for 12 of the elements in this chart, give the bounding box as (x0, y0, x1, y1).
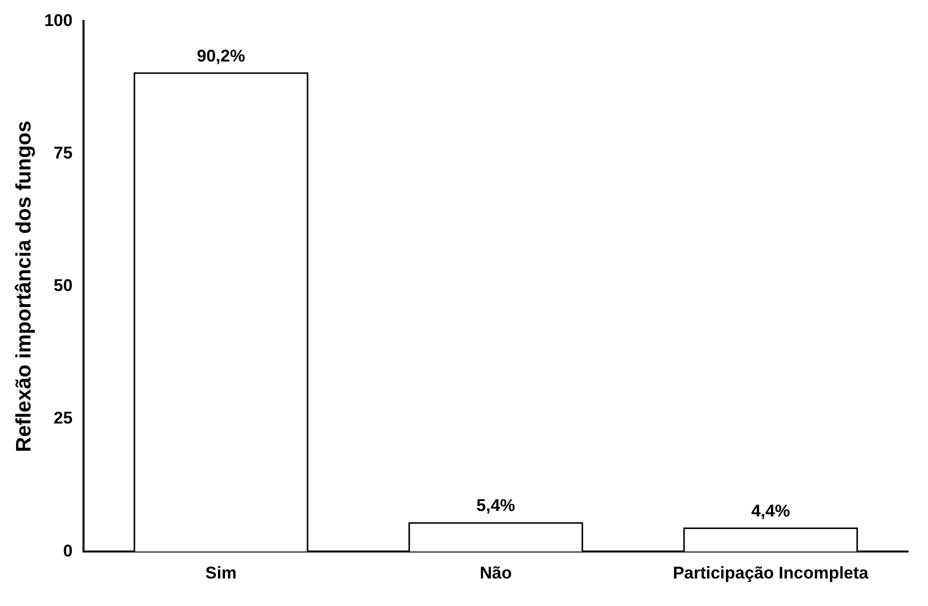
y-tick-label: 100 (44, 10, 73, 30)
data-label: 5,4% (476, 496, 516, 516)
y-tick-label: 0 (63, 541, 73, 560)
data-label: 90,2% (196, 46, 246, 66)
y-tick-label: 50 (54, 276, 73, 296)
y-tick-label: 75 (54, 143, 73, 162)
x-tick-label: Não (480, 563, 512, 582)
x-tick-label: Participação Incompleta (672, 563, 869, 582)
x-tick-label: Sim (205, 563, 237, 582)
data-label: 4,4% (751, 501, 790, 520)
y-axis-title: Reflexão importância dos fungos (12, 120, 36, 452)
y-tick-label: 25 (54, 408, 73, 428)
